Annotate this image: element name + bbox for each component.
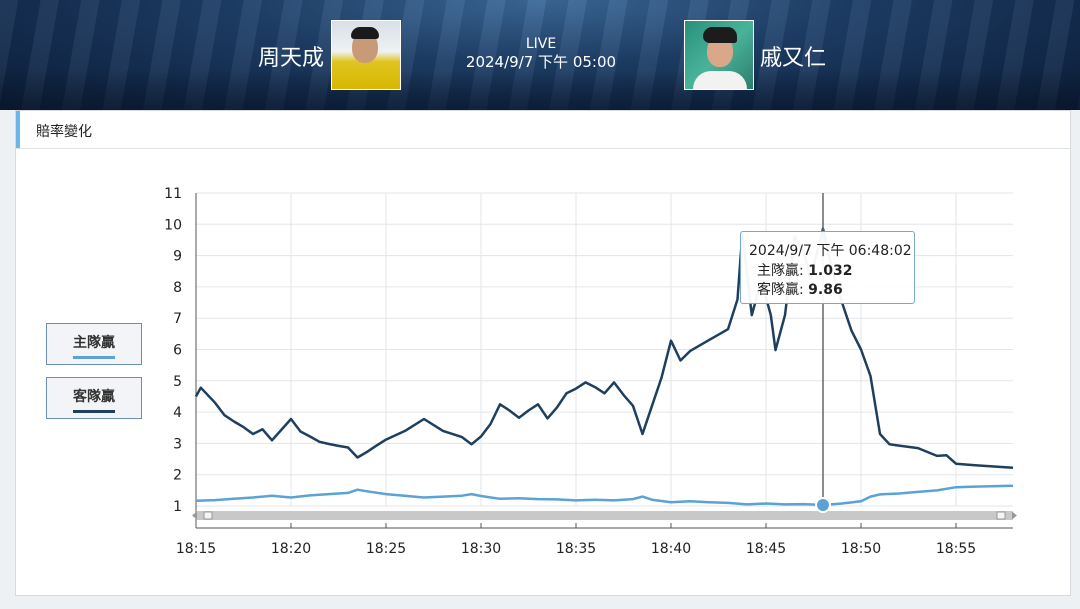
y-tick-label: 11 [164, 186, 182, 202]
y-tick-label: 6 [173, 343, 182, 359]
odds-line-chart[interactable]: 1 2 3 4 5 6 7 8 9 10 11 18:15 18:20 18:25 18:30 18:35 18… [16, 149, 1070, 595]
x-tick-label: 18:20 [271, 541, 311, 557]
scrollbar-left-handle [203, 511, 213, 520]
x-tick-label: 18:35 [556, 541, 596, 557]
panel-accent-bar [16, 111, 20, 148]
y-tick-label: 4 [173, 405, 182, 421]
away-hair-shape [703, 27, 737, 43]
away-player-avatar [684, 20, 754, 90]
scroll-left-arrow [192, 511, 197, 520]
tooltip-away-label: 客隊贏: [757, 282, 804, 298]
away-player-name: 戚又仁 [760, 46, 827, 71]
chart-scrollbar-track [196, 511, 1013, 520]
legend-home-toggle[interactable]: 主隊贏 [46, 323, 142, 365]
tooltip-home-label: 主隊贏: [757, 263, 804, 279]
y-tick-label: 3 [173, 436, 182, 452]
legend-away-label: 客隊贏 [73, 389, 115, 405]
x-tick-label: 18:55 [936, 541, 976, 557]
tooltip-time: 2024/9/7 下午 06:48:02 [749, 243, 912, 259]
x-tick-label: 18:25 [366, 541, 406, 557]
home-hair-shape [351, 27, 379, 39]
legend-home-swatch [73, 356, 115, 359]
match-header: 周天成 LIVE 2024/9/7 下午 05:00 戚又仁 [0, 0, 1080, 110]
x-tick-label: 18:40 [651, 541, 691, 557]
panel-title: 賠率變化 [36, 124, 92, 140]
home-odds-line [195, 484, 1014, 507]
legend-away-swatch [73, 410, 115, 413]
chart-area: 主隊贏 客隊贏 1 2 3 4 5 6 7 8 9 10 11 18:15 18:20 18:25 18:3… [16, 149, 1070, 595]
tooltip-home-value: 1.032 [808, 263, 853, 279]
x-tick-label: 18:15 [176, 541, 216, 557]
away-shirt-shape [693, 71, 747, 89]
y-tick-label: 2 [173, 468, 182, 484]
y-tick-label: 10 [164, 217, 182, 233]
scroll-right-arrow [1012, 511, 1017, 520]
scrollbar-right-handle [996, 511, 1006, 520]
y-tick-label: 5 [173, 374, 182, 390]
live-badge: LIVE [525, 36, 557, 52]
legend-away-toggle[interactable]: 客隊贏 [46, 377, 142, 419]
chart-tooltip: 2024/9/7 下午 06:48:02 主隊贏: 1.032 客隊贏: 9.8… [740, 231, 915, 304]
odds-panel-header: 賠率變化 [16, 111, 1070, 149]
y-tick-label: 7 [173, 311, 182, 327]
tooltip-away-value: 9.86 [808, 282, 843, 298]
y-tick-label: 9 [173, 249, 182, 265]
y-tick-label: 8 [173, 280, 182, 296]
home-player-name: 周天成 [258, 46, 325, 71]
legend-home-label: 主隊贏 [73, 335, 115, 351]
match-time: 2024/9/7 下午 05:00 [465, 53, 617, 71]
tooltip-home-row: 主隊贏: 1.032 [757, 260, 852, 280]
x-tick-label: 18:50 [841, 541, 881, 557]
y-tick-label: 1 [173, 499, 182, 515]
tooltip-away-row: 客隊贏: 9.86 [757, 279, 843, 299]
x-tick-label: 18:45 [746, 541, 786, 557]
hover-marker [815, 496, 831, 513]
home-player-avatar [331, 20, 401, 90]
x-tick-label: 18:30 [461, 541, 501, 557]
match-status: LIVE 2024/9/7 下午 05:00 [441, 36, 641, 72]
odds-panel: 賠率變化 主隊贏 客隊贏 1 2 3 4 5 6 7 8 9 10 11 18:15 18:20 18:2… [15, 110, 1071, 596]
